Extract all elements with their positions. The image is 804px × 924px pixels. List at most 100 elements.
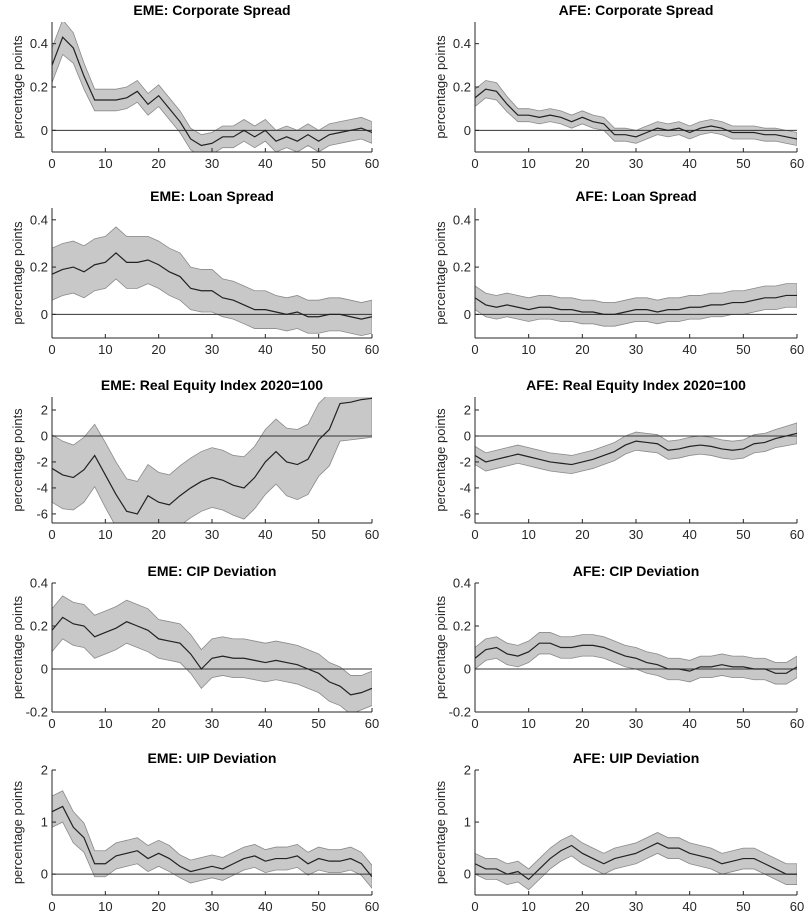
x-tick-label: 60 <box>790 156 804 171</box>
plot-area <box>52 397 372 523</box>
chart-title: EME: Loan Spread <box>150 188 274 204</box>
chart-title: AFE: UIP Deviation <box>573 750 700 766</box>
chart-title: EME: UIP Deviation <box>148 750 277 766</box>
y-axis-label: percentage points <box>433 780 448 884</box>
x-tick-label: 20 <box>151 716 165 731</box>
x-tick-label: 0 <box>471 527 478 542</box>
x-tick-label: 20 <box>151 527 165 542</box>
y-axis-label: percentage points <box>433 221 448 325</box>
x-tick-label: 60 <box>790 899 804 914</box>
y-tick-label: 0.2 <box>30 80 48 95</box>
y-tick-label: 0 <box>464 307 471 322</box>
plot-area <box>52 22 372 152</box>
plot-area <box>52 790 372 889</box>
y-tick-label: 2 <box>41 402 48 417</box>
y-tick-label: 2 <box>41 763 48 778</box>
x-tick-label: 50 <box>311 716 325 731</box>
x-tick-label: 0 <box>471 716 478 731</box>
x-tick-label: 60 <box>790 716 804 731</box>
line <box>475 842 797 881</box>
line <box>475 294 797 315</box>
y-tick-label: 0.4 <box>30 576 48 591</box>
x-tick-label: 40 <box>258 899 272 914</box>
x-tick-label: 30 <box>205 342 219 357</box>
y-tick-label: 0 <box>41 123 48 138</box>
confidence-band <box>475 832 797 891</box>
x-tick-label: 30 <box>205 527 219 542</box>
line <box>52 616 372 696</box>
x-tick-label: 10 <box>521 716 535 731</box>
x-tick-label: 0 <box>471 342 478 357</box>
chart-title: AFE: Corporate Spread <box>559 2 714 18</box>
y-tick-label: 0 <box>41 307 48 322</box>
line <box>475 642 797 674</box>
x-tick-label: 50 <box>311 527 325 542</box>
confidence-band <box>52 22 372 152</box>
x-tick-label: 40 <box>258 156 272 171</box>
y-tick-label: -2 <box>36 454 48 469</box>
x-tick-label: 10 <box>521 527 535 542</box>
x-tick-label: 30 <box>205 899 219 914</box>
x-tick-label: 60 <box>790 527 804 542</box>
y-axis-label: percentage points <box>433 35 448 139</box>
x-tick-label: 10 <box>98 527 112 542</box>
y-tick-label: -6 <box>36 506 48 521</box>
chart-title: EME: CIP Deviation <box>148 563 277 579</box>
chart-title: AFE: Real Equity Index 2020=100 <box>526 377 746 393</box>
plot-area <box>475 832 797 891</box>
confidence-band <box>52 595 372 712</box>
x-tick-label: 40 <box>682 716 696 731</box>
y-axis-label: percentage points <box>10 408 25 512</box>
x-tick-label: 60 <box>365 716 379 731</box>
x-tick-label: 0 <box>471 899 478 914</box>
x-tick-label: 40 <box>682 156 696 171</box>
x-tick-label: 20 <box>575 899 589 914</box>
x-tick-label: 30 <box>205 156 219 171</box>
y-tick-label: 0 <box>464 662 471 677</box>
x-tick-label: 50 <box>736 342 750 357</box>
x-tick-label: 20 <box>575 156 589 171</box>
line <box>52 805 372 878</box>
confidence-band <box>475 422 797 475</box>
y-axis-label: percentage points <box>10 595 25 699</box>
x-tick-label: 50 <box>311 156 325 171</box>
x-tick-label: 10 <box>98 342 112 357</box>
chart-title: EME: Corporate Spread <box>133 2 290 18</box>
plot-area <box>52 226 372 337</box>
y-tick-label: 0.2 <box>30 619 48 634</box>
x-tick-label: 0 <box>48 527 55 542</box>
y-tick-label: -0.2 <box>449 705 471 720</box>
y-tick-label: -2 <box>459 454 471 469</box>
plot-area <box>475 422 797 475</box>
x-tick-label: 50 <box>736 527 750 542</box>
x-tick-label: 50 <box>311 899 325 914</box>
x-tick-label: 20 <box>151 342 165 357</box>
x-tick-label: 10 <box>521 899 535 914</box>
y-tick-label: 0 <box>41 867 48 882</box>
line <box>52 36 372 147</box>
y-tick-label: 0 <box>464 867 471 882</box>
y-tick-label: 2 <box>464 402 471 417</box>
y-tick-label: 0 <box>464 428 471 443</box>
y-tick-label: 0.2 <box>453 260 471 275</box>
x-tick-label: 40 <box>258 342 272 357</box>
y-axis-label: percentage points <box>433 595 448 699</box>
x-tick-label: 20 <box>575 342 589 357</box>
x-tick-label: 60 <box>365 899 379 914</box>
subplot: AFE: Loan Spread percentage points 0 0.2 0.4… <box>433 188 804 357</box>
x-tick-label: 40 <box>682 899 696 914</box>
chart-title: EME: Real Equity Index 2020=100 <box>101 377 323 393</box>
subplot: EME: Loan Spread percentage points 0 0.2 0.4… <box>10 188 379 357</box>
y-tick-label: 0.2 <box>30 260 48 275</box>
x-tick-label: 10 <box>98 899 112 914</box>
x-tick-label: 0 <box>48 342 55 357</box>
y-tick-label: 0.4 <box>453 36 471 51</box>
y-tick-label: -4 <box>459 480 471 495</box>
y-axis-label: percentage points <box>433 408 448 512</box>
y-tick-label: 0.4 <box>30 212 48 227</box>
x-tick-label: 30 <box>629 156 643 171</box>
x-tick-label: 20 <box>151 899 165 914</box>
